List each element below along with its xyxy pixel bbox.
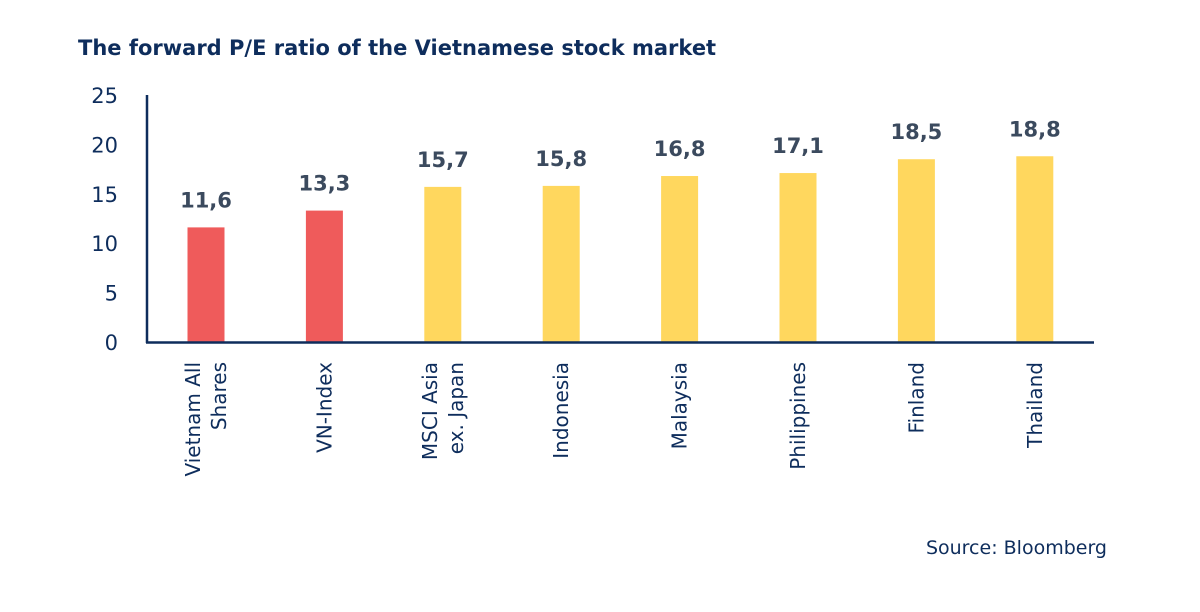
data-label: 15,8 bbox=[535, 147, 587, 171]
bar bbox=[424, 186, 462, 342]
data-label: 18,5 bbox=[890, 120, 942, 144]
x-tick-label: Shares bbox=[207, 362, 231, 430]
x-tick-label: Thailand bbox=[1023, 362, 1047, 449]
bar bbox=[779, 173, 817, 342]
data-label: 15,7 bbox=[417, 148, 469, 172]
bar bbox=[187, 227, 225, 342]
data-label: 11,6 bbox=[180, 188, 232, 212]
bar bbox=[542, 185, 580, 342]
y-tick-label: 25 bbox=[91, 84, 118, 108]
data-label: 18,8 bbox=[1009, 117, 1061, 141]
y-tick-label: 20 bbox=[91, 133, 118, 157]
bar bbox=[661, 176, 699, 342]
x-tick-label: ex. Japan bbox=[444, 362, 468, 454]
x-tick-label: MSCI Asia bbox=[418, 362, 442, 460]
data-label: 17,1 bbox=[772, 134, 824, 158]
y-tick-label: 15 bbox=[91, 183, 118, 207]
y-tick-label: 10 bbox=[91, 232, 118, 256]
x-tick-label: Malaysia bbox=[668, 362, 692, 449]
y-tick-label: 0 bbox=[105, 331, 118, 355]
x-tick-label: VN-Index bbox=[312, 362, 336, 453]
bar bbox=[1016, 156, 1054, 342]
x-tick-label: Finland bbox=[904, 362, 928, 433]
bar bbox=[897, 159, 935, 342]
data-label: 16,8 bbox=[654, 137, 706, 161]
x-tick-label: Indonesia bbox=[549, 362, 573, 459]
y-tick-label: 5 bbox=[105, 282, 118, 306]
source-note: Source: Bloomberg bbox=[926, 537, 1107, 559]
data-label: 13,3 bbox=[298, 172, 350, 196]
chart-title: The forward P/E ratio of the Vietnamese … bbox=[78, 36, 716, 60]
x-tick-label: Vietnam All bbox=[181, 362, 205, 477]
x-tick-label: Philippines bbox=[786, 362, 810, 470]
bar bbox=[305, 210, 343, 342]
